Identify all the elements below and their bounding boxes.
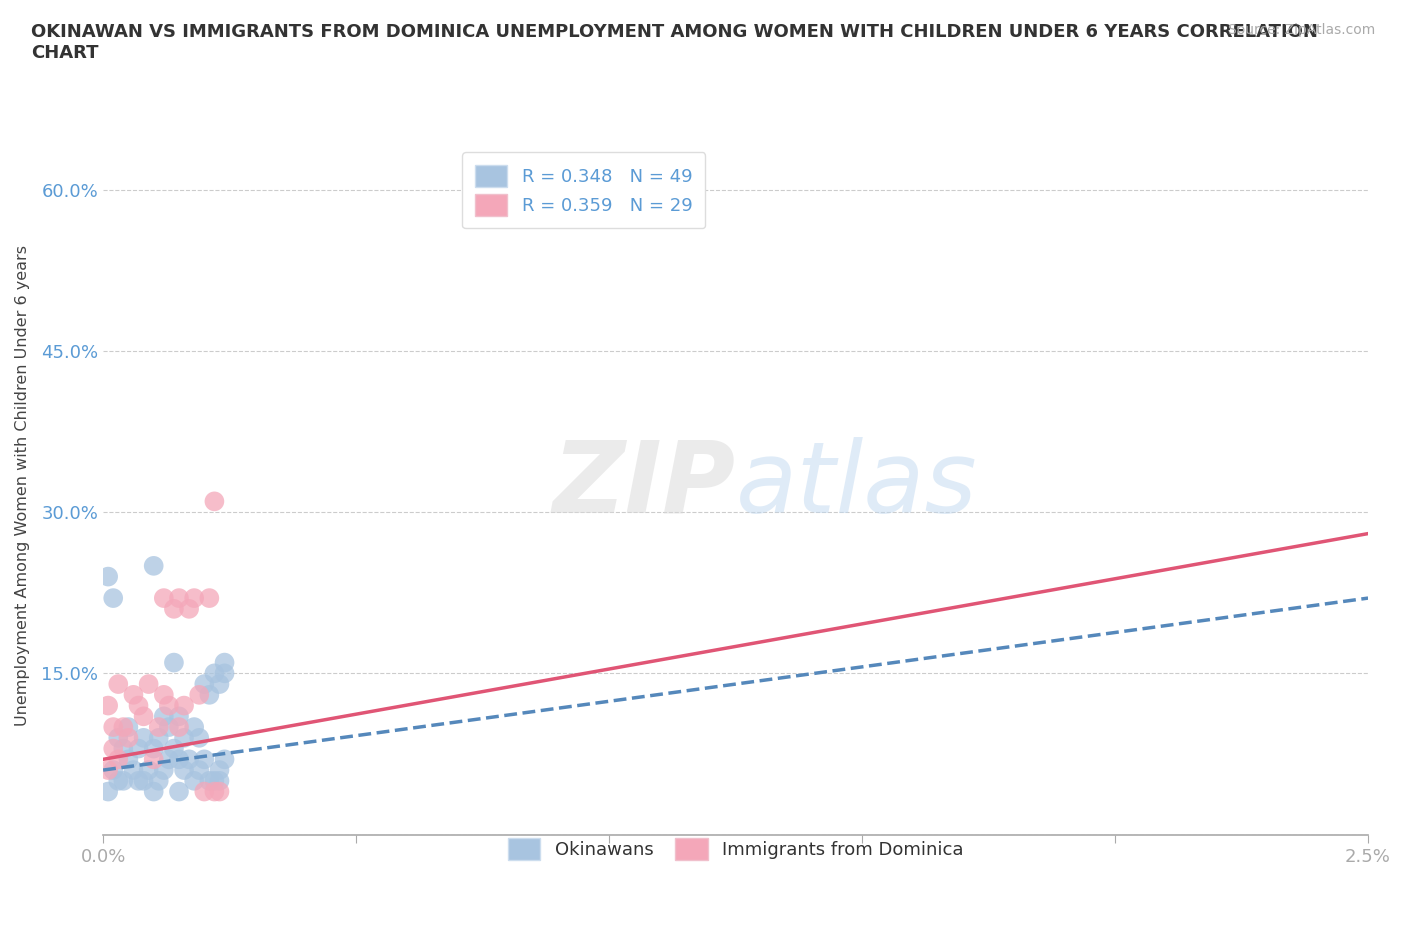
Point (167, 591, 190, 605)
Point (202, 784, 225, 799)
Point (163, 602, 186, 617)
Point (214, 655, 236, 670)
Y-axis label: Unemployment Among Women with Children Under 6 years: Unemployment Among Women with Children U… (15, 245, 30, 725)
Point (163, 741, 186, 756)
Point (128, 774, 150, 789)
Point (153, 763, 176, 777)
Point (208, 677, 231, 692)
Point (138, 763, 160, 777)
Point (167, 720, 190, 735)
Point (179, 751, 201, 766)
Point (153, 591, 176, 605)
Point (198, 591, 221, 605)
Point (193, 677, 215, 692)
Point (103, 720, 125, 735)
Point (173, 730, 195, 745)
Point (167, 751, 190, 766)
Point (173, 698, 195, 713)
Point (183, 591, 205, 605)
Point (193, 784, 215, 799)
Point (103, 741, 125, 756)
Point (138, 677, 160, 692)
Point (202, 494, 225, 509)
Text: OKINAWAN VS IMMIGRANTS FROM DOMINICA UNEMPLOYMENT AMONG WOMEN WITH CHILDREN UNDE: OKINAWAN VS IMMIGRANTS FROM DOMINICA UNE… (31, 23, 1317, 62)
Point (97, 784, 120, 799)
Point (188, 730, 211, 745)
Point (142, 751, 165, 766)
Point (183, 774, 205, 789)
Legend: Okinawans, Immigrants from Dominica: Okinawans, Immigrants from Dominica (501, 831, 970, 868)
Point (132, 730, 155, 745)
Point (153, 709, 176, 724)
Point (167, 709, 190, 724)
Point (97, 763, 120, 777)
Point (107, 774, 129, 789)
Point (148, 720, 170, 735)
Point (167, 784, 190, 799)
Point (198, 774, 221, 789)
Point (157, 720, 180, 735)
Point (214, 751, 236, 766)
Point (107, 730, 129, 745)
Point (188, 763, 211, 777)
Point (112, 774, 135, 789)
Point (122, 763, 145, 777)
Point (214, 666, 236, 681)
Point (198, 687, 221, 702)
Text: ZIP: ZIP (553, 437, 735, 534)
Point (148, 774, 170, 789)
Point (142, 741, 165, 756)
Point (202, 774, 225, 789)
Point (153, 687, 176, 702)
Point (142, 558, 165, 573)
Point (142, 784, 165, 799)
Point (97, 698, 120, 713)
Point (208, 774, 231, 789)
Point (128, 741, 150, 756)
Point (208, 784, 231, 799)
Point (193, 751, 215, 766)
Point (183, 720, 205, 735)
Point (122, 687, 145, 702)
Point (117, 720, 139, 735)
Point (179, 602, 201, 617)
Point (157, 751, 180, 766)
Point (103, 763, 125, 777)
Point (132, 709, 155, 724)
Point (173, 763, 195, 777)
Point (128, 698, 150, 713)
Point (107, 677, 129, 692)
Point (117, 730, 139, 745)
Point (112, 741, 135, 756)
Point (202, 666, 225, 681)
Point (188, 687, 211, 702)
Point (97, 569, 120, 584)
Point (208, 763, 231, 777)
Point (103, 591, 125, 605)
Text: atlas: atlas (735, 437, 977, 534)
Point (107, 751, 129, 766)
Point (112, 720, 135, 735)
Point (117, 751, 139, 766)
Point (148, 730, 170, 745)
Point (157, 698, 180, 713)
Point (132, 774, 155, 789)
Text: Source: ZipAtlas.com: Source: ZipAtlas.com (1227, 23, 1375, 37)
Point (163, 655, 186, 670)
